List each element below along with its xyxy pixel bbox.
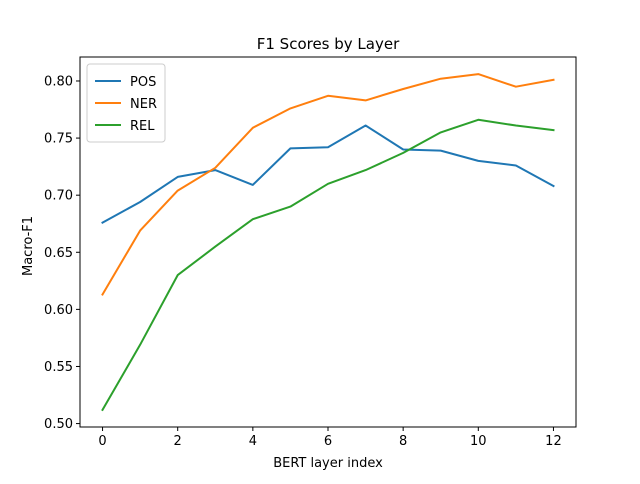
chart-title: F1 Scores by Layer <box>257 35 400 53</box>
y-tick-label: 0.50 <box>44 417 73 432</box>
y-tick-label: 0.70 <box>44 189 73 204</box>
y-axis-label: Macro-F1 <box>21 216 36 276</box>
x-tick-label: 12 <box>545 434 562 449</box>
x-tick-label: 2 <box>174 434 182 449</box>
x-tick-label: 0 <box>98 434 106 449</box>
legend-label-pos: POS <box>130 75 156 90</box>
legend-label-rel: REL <box>130 119 155 134</box>
y-tick-label: 0.60 <box>44 303 73 318</box>
y-tick-label: 0.75 <box>44 132 73 147</box>
y-tick-label: 0.55 <box>44 360 73 375</box>
y-tick-label: 0.80 <box>44 74 73 89</box>
x-tick-label: 6 <box>324 434 332 449</box>
x-tick-label: 10 <box>470 434 487 449</box>
x-tick-label: 8 <box>399 434 407 449</box>
legend-label-ner: NER <box>130 97 157 112</box>
legend: POS NER REL <box>87 64 165 142</box>
y-tick-label: 0.65 <box>44 246 73 261</box>
x-tick-label: 4 <box>249 434 257 449</box>
x-axis-label: BERT layer index <box>273 456 383 471</box>
